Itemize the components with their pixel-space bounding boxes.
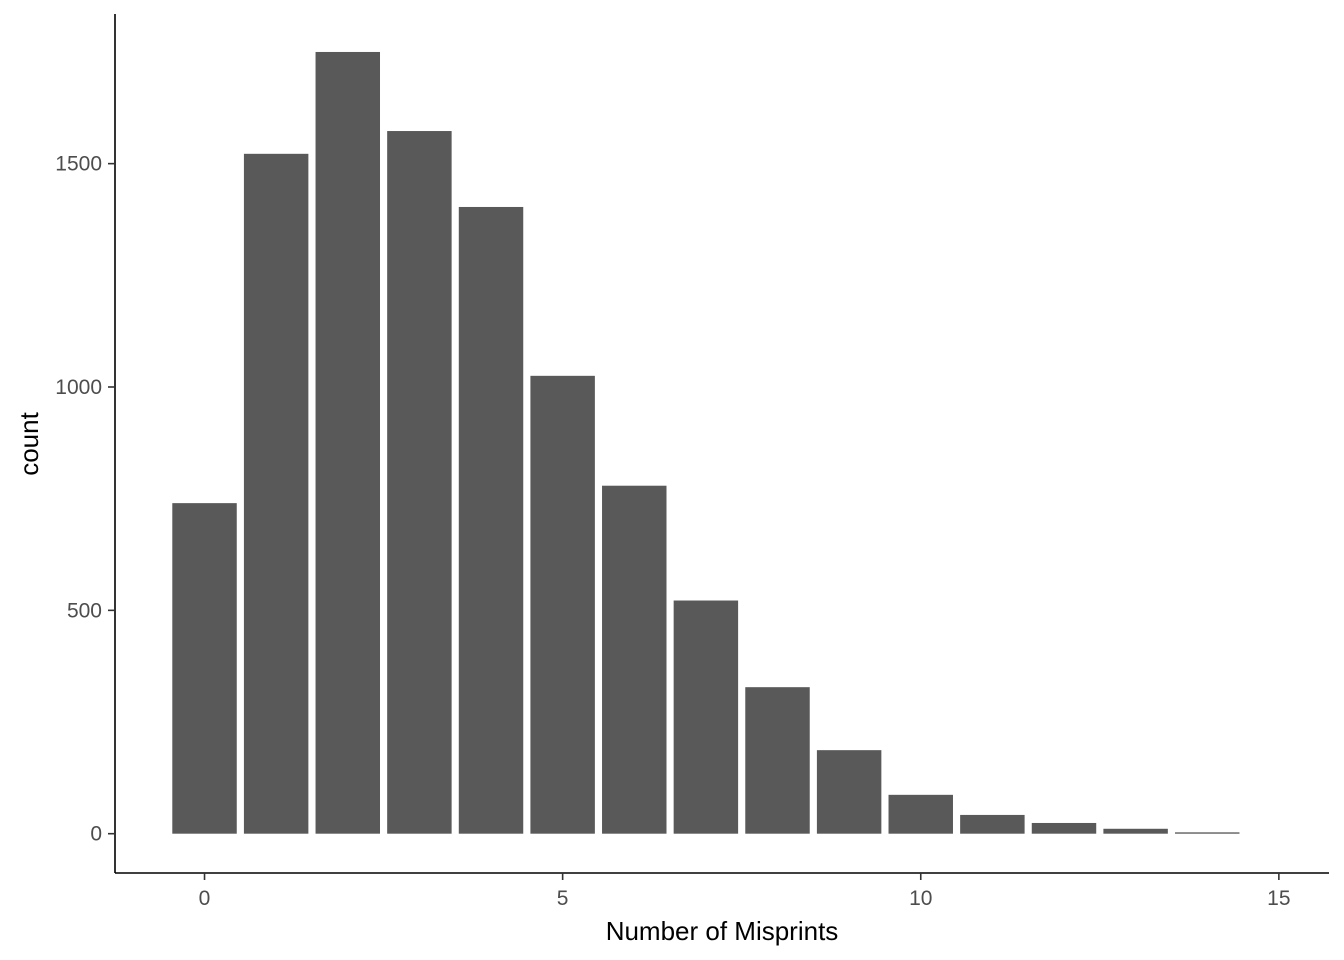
bar-3 (387, 131, 452, 834)
x-tick-label: 15 (1267, 887, 1290, 910)
x-tick-label: 5 (557, 887, 569, 910)
bar-6 (602, 485, 667, 834)
bar-5 (530, 375, 595, 834)
y-ticks-group: 0 500 1000 1500 (55, 153, 115, 846)
axes-group (114, 14, 1329, 874)
y-tick-label: 1500 (55, 153, 102, 176)
bars-group (172, 51, 1240, 834)
bar-11 (960, 814, 1025, 834)
x-ticks-group: 0 5 10 15 (199, 873, 1291, 910)
bar-12 (1031, 822, 1097, 834)
x-axis-title: Number of Misprints (606, 916, 839, 946)
y-tick-label: 1000 (55, 376, 102, 399)
bar-2 (315, 51, 381, 834)
bar-8 (745, 687, 810, 834)
bar-10 (888, 794, 953, 834)
bar-9 (816, 750, 882, 834)
bar-4 (458, 206, 524, 834)
bar-0 (172, 503, 237, 834)
x-tick-label: 10 (909, 887, 932, 910)
bar-13 (1103, 828, 1168, 834)
bar-1 (243, 153, 309, 834)
y-tick-label: 0 (90, 823, 102, 846)
y-tick-label: 500 (67, 599, 102, 622)
y-axis-title: count (14, 411, 44, 475)
x-tick-label: 0 (199, 887, 211, 910)
bar-14 (1175, 832, 1240, 834)
bar-7 (673, 600, 739, 834)
